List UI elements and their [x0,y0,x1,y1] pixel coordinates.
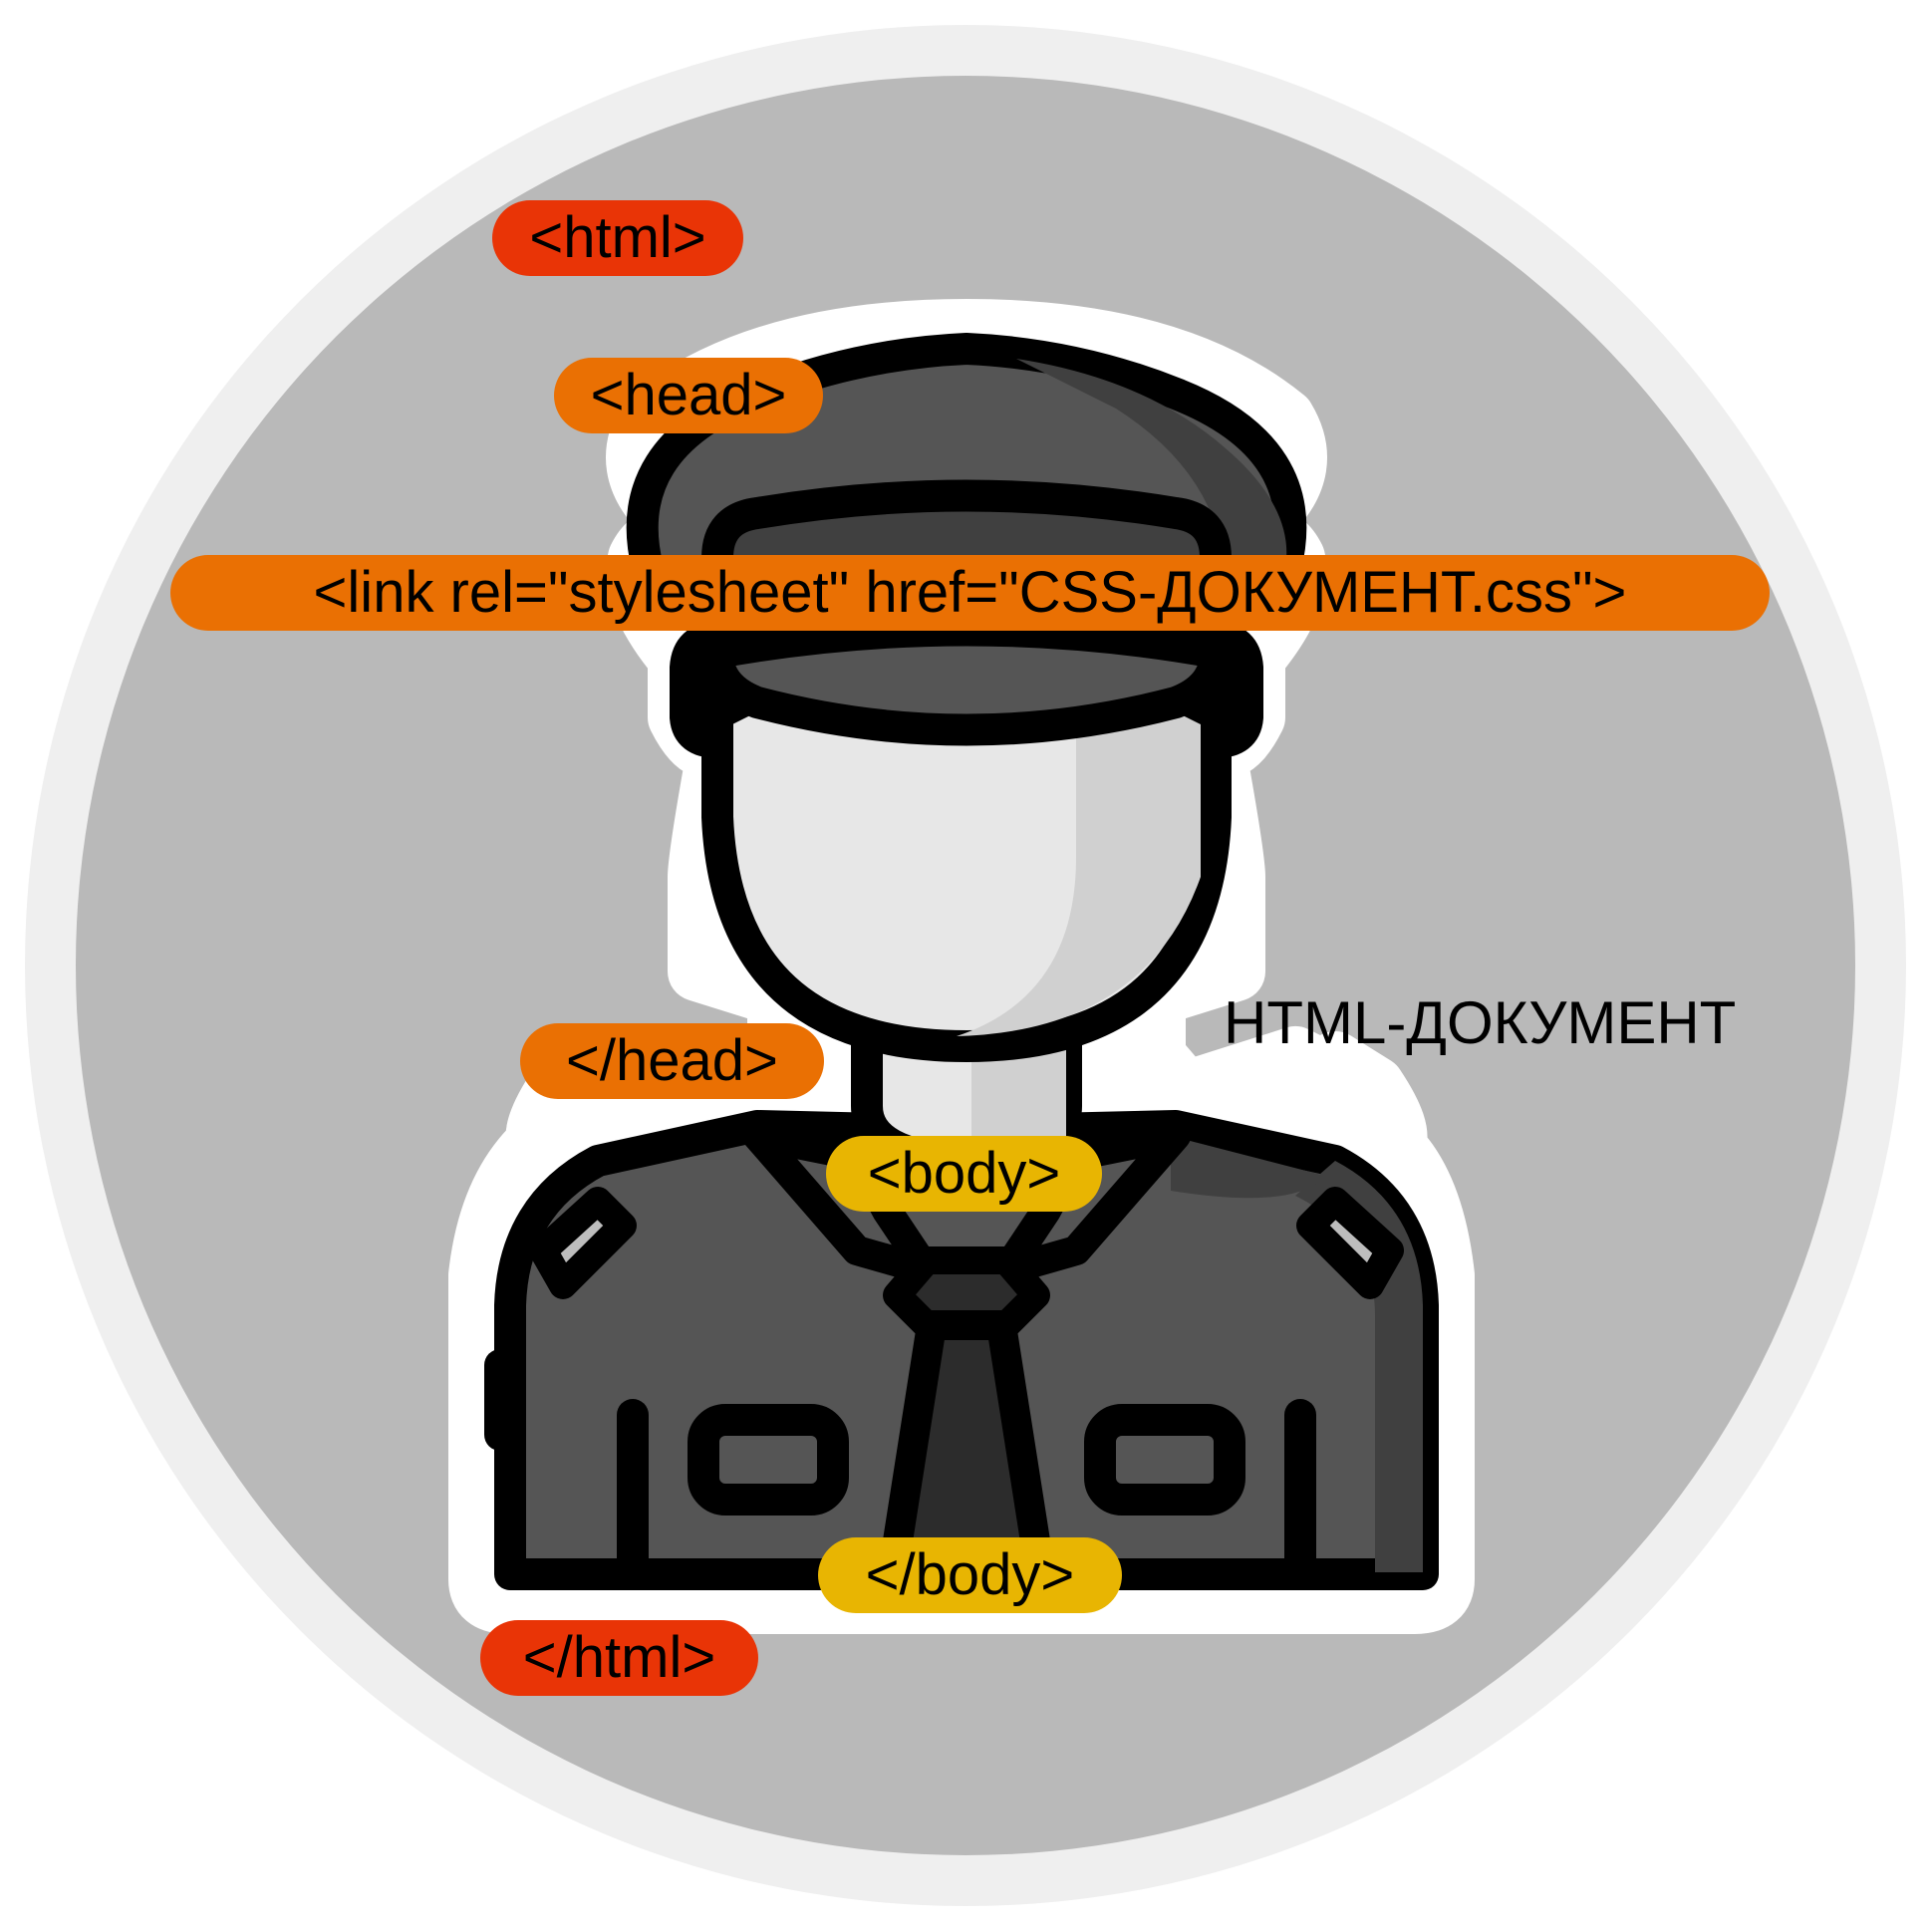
html-close-tag: </html> [480,1620,758,1696]
police-officer-icon [448,299,1475,1634]
head-open-tag: <head> [554,358,823,433]
html-document-caption: HTML-ДОКУМЕНТ [1224,989,1737,1056]
head-close-tag: </head> [520,1023,824,1099]
html-open-tag: <html> [492,200,743,276]
link-stylesheet-tag: <link rel="stylesheet" href="CSS-ДОКУМЕН… [170,555,1770,631]
body-open-tag: <body> [826,1136,1102,1212]
body-close-tag: </body> [818,1537,1122,1613]
